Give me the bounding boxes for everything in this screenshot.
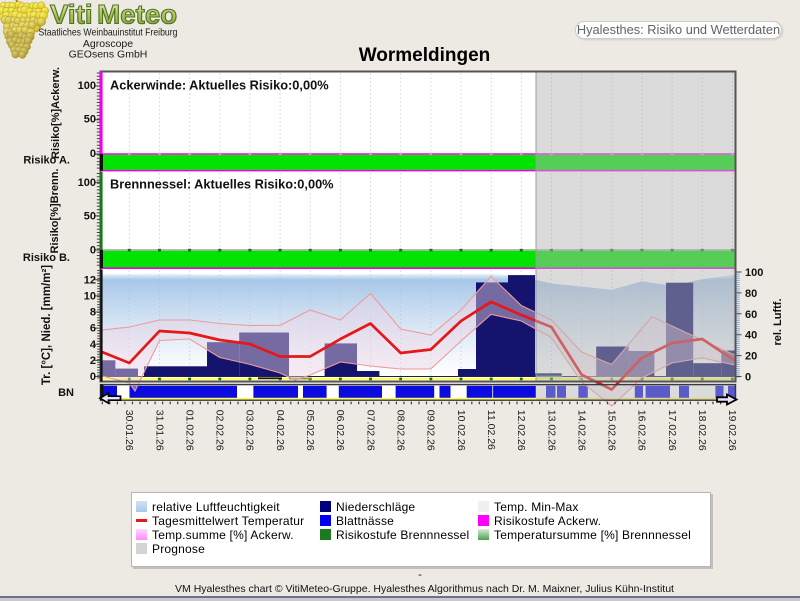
svg-text:2: 2	[90, 355, 96, 367]
svg-text:50: 50	[84, 114, 96, 126]
svg-text:13.02.26: 13.02.26	[545, 410, 557, 451]
svg-text:18.02.26: 18.02.26	[696, 410, 708, 451]
svg-text:Agroscope: Agroscope	[83, 38, 133, 50]
svg-text:100: 100	[78, 177, 96, 189]
svg-text:14.02.26: 14.02.26	[575, 410, 587, 451]
svg-text:rel. Luftf.: rel. Luftf.	[772, 298, 784, 345]
svg-text:4: 4	[90, 339, 97, 351]
svg-text:16.02.26: 16.02.26	[636, 410, 648, 451]
svg-text:30.01.26: 30.01.26	[123, 410, 135, 451]
svg-text:01.02.26: 01.02.26	[183, 410, 195, 451]
svg-text:60: 60	[745, 309, 757, 321]
svg-text:08.02.26: 08.02.26	[395, 410, 407, 451]
svg-text:0: 0	[90, 148, 96, 160]
svg-text:6: 6	[90, 323, 96, 335]
svg-text:Risiko A.: Risiko A.	[23, 155, 70, 167]
svg-text:11.02.26: 11.02.26	[485, 410, 497, 450]
svg-text:31.01.26: 31.01.26	[153, 410, 165, 451]
svg-text:03.02.26: 03.02.26	[244, 410, 256, 451]
svg-text:19.02.26: 19.02.26	[726, 410, 738, 451]
svg-text:Staatliches Weinbauinstitut Fr: Staatliches Weinbauinstitut Freiburg	[39, 27, 178, 39]
svg-text:100: 100	[745, 267, 763, 279]
svg-text:BN: BN	[58, 387, 74, 399]
svg-text:12: 12	[84, 274, 96, 286]
svg-text:04.02.26: 04.02.26	[274, 410, 286, 451]
svg-text:GEOsens GmbH: GEOsens GmbH	[69, 49, 148, 61]
svg-text:0: 0	[745, 372, 751, 384]
svg-text:Risiko[%]Ackerw.: Risiko[%]Ackerw.	[50, 67, 62, 159]
svg-text:05.02.26: 05.02.26	[304, 410, 316, 451]
svg-text:02.02.26: 02.02.26	[214, 410, 226, 451]
svg-text:07.02.26: 07.02.26	[364, 410, 376, 451]
svg-text:40: 40	[745, 330, 757, 342]
svg-text:0: 0	[90, 371, 96, 383]
svg-text:Brennnessel: Aktuelles Risiko:: Brennnessel: Aktuelles Risiko:0,00%	[110, 177, 334, 192]
svg-text:10: 10	[84, 290, 96, 302]
svg-text:17.02.26: 17.02.26	[666, 410, 678, 451]
svg-text:15.02.26: 15.02.26	[606, 410, 618, 451]
svg-text:Tr. [°C], Nied. [mm/m²]: Tr. [°C], Nied. [mm/m²]	[41, 265, 53, 385]
svg-text:8: 8	[90, 307, 96, 319]
svg-text:80: 80	[745, 288, 757, 300]
svg-text:0: 0	[90, 245, 96, 257]
svg-text:09.02.26: 09.02.26	[425, 410, 437, 451]
svg-text:12.02.26: 12.02.26	[515, 410, 527, 451]
svg-text:Meteo: Meteo	[97, 0, 177, 30]
svg-text:100: 100	[78, 80, 96, 92]
svg-text:Risiko B.: Risiko B.	[23, 252, 70, 264]
svg-text:Viti: Viti	[50, 0, 93, 30]
svg-text:10.02.26: 10.02.26	[455, 410, 467, 451]
svg-text:20: 20	[745, 351, 757, 363]
svg-text:06.02.26: 06.02.26	[334, 410, 346, 451]
svg-text:Ackerwinde: Aktuelles Risiko:0: Ackerwinde: Aktuelles Risiko:0,00%	[110, 78, 329, 93]
svg-text:Risiko[%]Brenn.: Risiko[%]Brenn.	[49, 169, 61, 254]
svg-text:50: 50	[84, 210, 96, 222]
